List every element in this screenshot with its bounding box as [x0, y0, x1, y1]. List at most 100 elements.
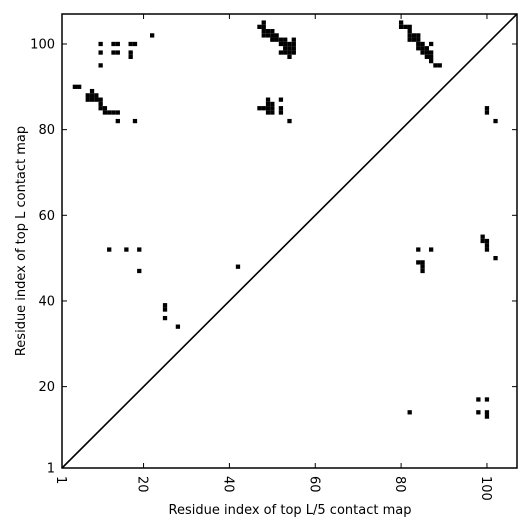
x-axis-ticks: 1 20 40 60 80 100 [53, 14, 493, 501]
contact-point [107, 110, 112, 115]
contact-point [150, 33, 155, 38]
contact-point [287, 50, 292, 55]
contact-point [98, 97, 103, 102]
contact-point [85, 97, 90, 102]
contact-point [274, 33, 279, 38]
contact-point [278, 37, 284, 42]
contact-point [429, 50, 434, 55]
contact-point [420, 46, 425, 51]
y-axis-label: Residue index of top L contact map [14, 126, 29, 356]
contact-point [416, 37, 421, 42]
contact-point [480, 234, 485, 239]
contact-point [416, 260, 421, 265]
contact-point [261, 28, 266, 34]
contact-point [115, 110, 120, 115]
y-tick-label: 20 [38, 380, 55, 395]
x-axis-label: Residue index of top L/5 contact map [169, 503, 412, 518]
contact-point [265, 97, 271, 102]
contact-point [111, 110, 116, 115]
contact-point [433, 63, 438, 68]
diagonal-line [61, 13, 518, 469]
contact-point [162, 307, 168, 312]
y-tick-label: 100 [30, 37, 55, 52]
contact-point [416, 247, 421, 252]
contact-point [257, 106, 262, 111]
contact-point [98, 101, 103, 107]
contact-point [411, 37, 417, 42]
contact-point [265, 28, 271, 34]
contact-point [261, 106, 266, 111]
y-tick-label: 60 [38, 209, 55, 224]
contact-point [429, 247, 434, 252]
contact-point [484, 110, 490, 115]
contact-point [291, 37, 296, 42]
contact-point [278, 97, 284, 102]
contact-point [484, 106, 490, 111]
contact-point [398, 24, 404, 29]
contact-point [429, 54, 434, 59]
contact-point [476, 397, 481, 402]
contact-point [278, 50, 284, 55]
contact-point [484, 247, 490, 252]
contact-point [287, 41, 292, 47]
plot-frame [61, 13, 518, 469]
x-tick-label: 60 [306, 476, 321, 493]
contact-point [283, 50, 288, 55]
contact-point [89, 97, 95, 102]
contact-point [416, 46, 421, 51]
contact-point [94, 97, 99, 102]
contact-point [407, 33, 412, 38]
contact-point [424, 46, 429, 51]
contact-point [270, 28, 275, 34]
contact-point [270, 33, 275, 38]
contact-point [115, 50, 120, 55]
contact-point [493, 255, 498, 261]
contact-point [420, 264, 425, 269]
contact-point [265, 110, 271, 115]
y-tick-label: 1 [47, 462, 55, 477]
contact-point [407, 24, 412, 29]
contact-point [261, 33, 266, 38]
y-axis-ticks: 1 20 40 60 80 100 [30, 37, 517, 477]
contact-point [476, 410, 481, 415]
contact-point [291, 46, 296, 51]
contact-point [411, 33, 417, 38]
contact-point [137, 247, 142, 252]
contact-point [420, 268, 425, 274]
contact-point [287, 118, 292, 124]
x-tick-label: 40 [220, 476, 235, 493]
contact-point [484, 397, 490, 402]
x-tick-label: 100 [478, 476, 493, 501]
contact-point [484, 243, 490, 248]
contact-point [162, 303, 168, 308]
contact-point [484, 410, 490, 415]
contact-point [72, 84, 78, 89]
contact-point [124, 247, 129, 252]
contact-point [398, 20, 404, 25]
contact-point [115, 118, 120, 124]
contact-point [132, 118, 138, 124]
contact-point [484, 414, 490, 419]
contact-point [257, 24, 262, 29]
contact-point [283, 37, 288, 42]
contact-point [261, 20, 266, 25]
contact-point [420, 41, 425, 47]
contact-point [493, 118, 498, 124]
contact-point [424, 54, 429, 59]
contact-point [265, 101, 271, 107]
contact-point [89, 88, 95, 94]
contact-point [270, 37, 275, 42]
contact-point [283, 46, 288, 51]
contact-point [416, 41, 421, 47]
contact-point [98, 106, 103, 111]
x-tick-label: 1 [53, 476, 68, 484]
contact-point [111, 41, 116, 47]
contact-point [265, 106, 271, 111]
contact-point [420, 260, 425, 265]
contact-point [416, 33, 421, 38]
contact-point [291, 41, 296, 47]
contact-point [278, 110, 284, 115]
contact-point [437, 63, 442, 68]
contact-point [407, 37, 412, 42]
